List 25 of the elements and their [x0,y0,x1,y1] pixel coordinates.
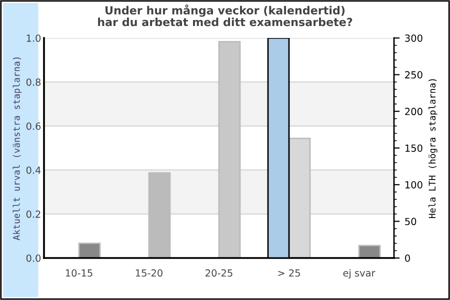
bar [358,244,381,258]
y2-axis-title: Hela LTH (högra staplarna) [428,79,438,218]
chart-title: Under hur många veckor (kalendertid) har du arbetat med ditt examensarbete? [98,4,352,26]
y-tick-label: 0.4 [26,166,41,174]
x-tick-label: ej svar [343,269,376,279]
bar [148,172,171,258]
x-tick-label: 10-15 [66,269,92,277]
y2-tick-label: 300 [405,34,422,42]
y2-tick-label: 250 [405,71,422,78]
y2-tick-label: 100 [405,181,422,188]
y-tick-label: 0.8 [26,78,41,86]
x-tick-label: > 25 [278,269,300,277]
y2-tick-label: 0 [405,254,410,262]
y-tick-label: 0.2 [26,210,40,218]
x-tick-label: 15-20 [136,269,162,277]
y-tick-label: 0.0 [26,254,41,262]
bar [218,40,241,258]
y-tick-label: 1.0 [26,34,41,42]
bar [78,242,101,258]
y-axis-title: Aktuellt urval (vänstra staplarna) [12,57,22,240]
x-tick-label: 20-25 [206,269,232,277]
y-tick-label: 0.6 [26,122,41,130]
y2-tick-label: 200 [405,108,422,116]
y2-tick-label: 50 [405,218,416,226]
y2-tick-label: 150 [405,144,422,152]
